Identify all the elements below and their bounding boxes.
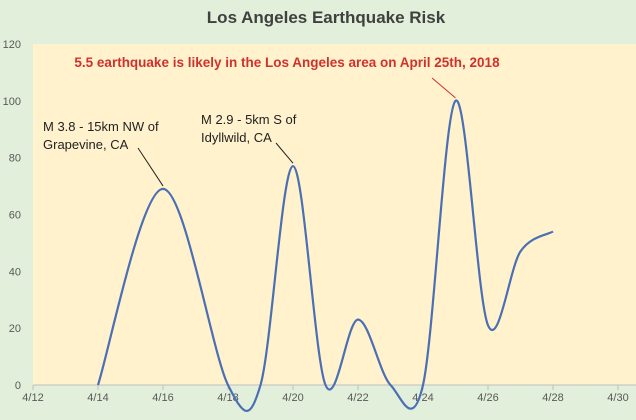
- annotation-label: M 3.8 - 15km NW of: [43, 119, 159, 134]
- y-tick-label: 20: [9, 323, 21, 335]
- annotation-label: M 2.9 - 5km S of: [201, 112, 297, 127]
- annotation-layer: 5.5 earthquake is likely in the Los Ange…: [43, 55, 500, 187]
- x-tick-label: 4/28: [542, 392, 563, 404]
- x-tick-label: 4/22: [347, 392, 368, 404]
- x-tick-label: 4/12: [22, 392, 43, 404]
- annotation-label: Idyllwild, CA: [201, 130, 272, 145]
- chart-title: Los Angeles Earthquake Risk: [207, 8, 446, 27]
- annotation-label: 5.5 earthquake is likely in the Los Ange…: [74, 55, 500, 70]
- series-line: [96, 99, 554, 413]
- series-layer: [96, 99, 554, 413]
- y-tick-label: 0: [15, 380, 21, 392]
- x-tick-label: 4/14: [87, 392, 108, 404]
- y-tick-label: 80: [9, 153, 21, 165]
- y-tick-label: 100: [3, 96, 21, 108]
- y-tick-label: 60: [9, 210, 21, 222]
- x-tick-label: 4/16: [152, 392, 173, 404]
- y-tick-label: 120: [3, 39, 21, 51]
- annotation-leader: [275, 142, 294, 164]
- y-tick-label: 40: [9, 266, 21, 278]
- x-tick-label: 4/20: [282, 392, 303, 404]
- annotation-label: Grapevine, CA: [43, 137, 129, 152]
- x-tick-label: 4/26: [477, 392, 498, 404]
- annotation-leader: [431, 77, 456, 99]
- x-tick-label: 4/30: [607, 392, 628, 404]
- x-tick-label: 4/24: [412, 392, 433, 404]
- plot-area: [33, 44, 636, 385]
- annotation-leader: [137, 147, 164, 187]
